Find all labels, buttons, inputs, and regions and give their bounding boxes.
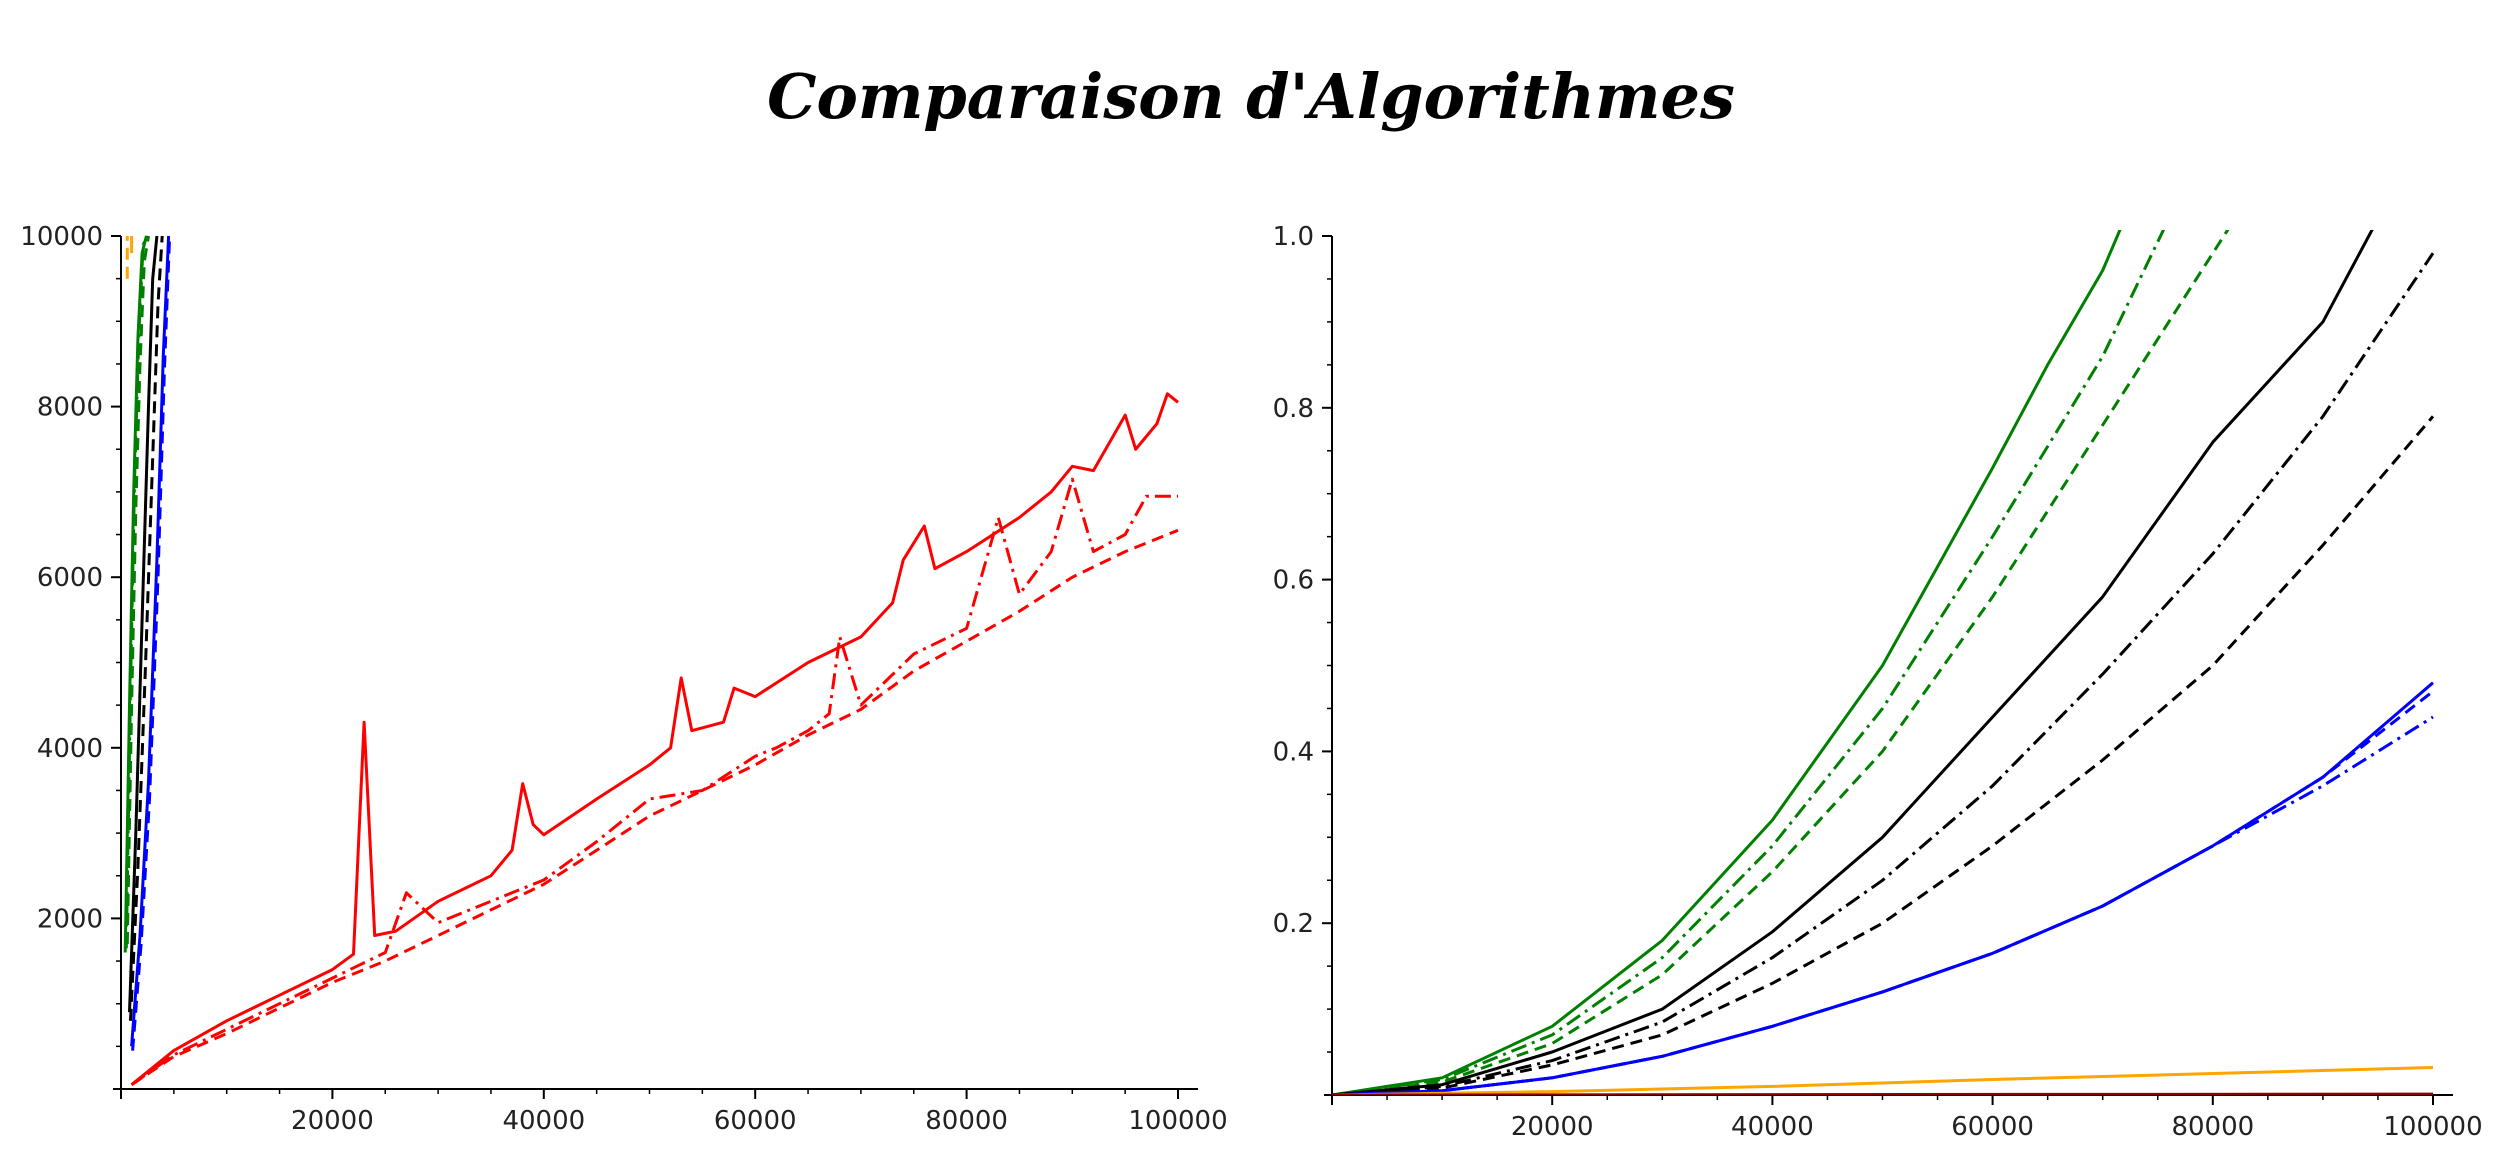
x-tick-label: 20000 [1511,1112,1594,1142]
y-tick-label: 8000 [37,393,103,423]
series-green-dashdot [1332,230,2166,1095]
left-chart: 20000 40000 60000 80000 100000 2000 4000 6000 80… [20,222,1227,1136]
series-black-dashdot [1332,252,2435,1095]
series-red-dashdot [130,477,1178,1086]
x-tick-label: 60000 [714,1106,797,1136]
y-tick-label: 10000 [20,222,103,252]
series-green-solid [1332,230,2122,1095]
x-tick-label: 80000 [925,1106,1008,1136]
x-tick-label: 40000 [502,1106,585,1136]
x-tick-label: 100000 [1128,1106,1227,1136]
series-green-dashdot [124,235,149,949]
y-tick-label: 4000 [37,734,103,764]
y-tick-label: 2000 [37,904,103,934]
x-tick-label: 40000 [1731,1112,1814,1142]
main-title: Comparaison d'Algorithmes [767,60,1735,133]
x-tick-label: 20000 [291,1106,374,1136]
series-red-solid [130,392,1179,1086]
series-green-dashed [125,235,150,945]
x-tick-label: 80000 [2171,1112,2254,1142]
series-black-solid [128,235,159,1013]
series-red-dashed [130,528,1179,1086]
series-blue-solid [1332,681,2434,1095]
y-tick-label: 0.8 [1273,394,1314,424]
series-blue-solid [130,235,171,1047]
y-tick-label: 0.4 [1273,737,1314,767]
x-tick-label: 100000 [2383,1112,2482,1142]
series-green-dashed [1332,230,2230,1095]
series-black-solid [1332,230,2374,1095]
series-blue-dashed [131,235,172,1051]
series-blue-dashdot [1332,715,2434,1095]
y-tick-label: 0.2 [1273,909,1314,939]
series-orange-solid [1332,1066,2434,1095]
series-darkred-solid [1332,1092,2434,1095]
right-chart: 20000 40000 60000 80000 100000 0.2 0.4 0.6 0.8 1.… [1273,222,2483,1142]
x-tick-label: 60000 [1951,1112,2034,1142]
y-tick-label: 1.0 [1273,222,1314,252]
y-tick-label: 6000 [37,563,103,593]
series-black-dashed [129,235,164,1021]
y-tick-label: 0.6 [1273,566,1314,596]
